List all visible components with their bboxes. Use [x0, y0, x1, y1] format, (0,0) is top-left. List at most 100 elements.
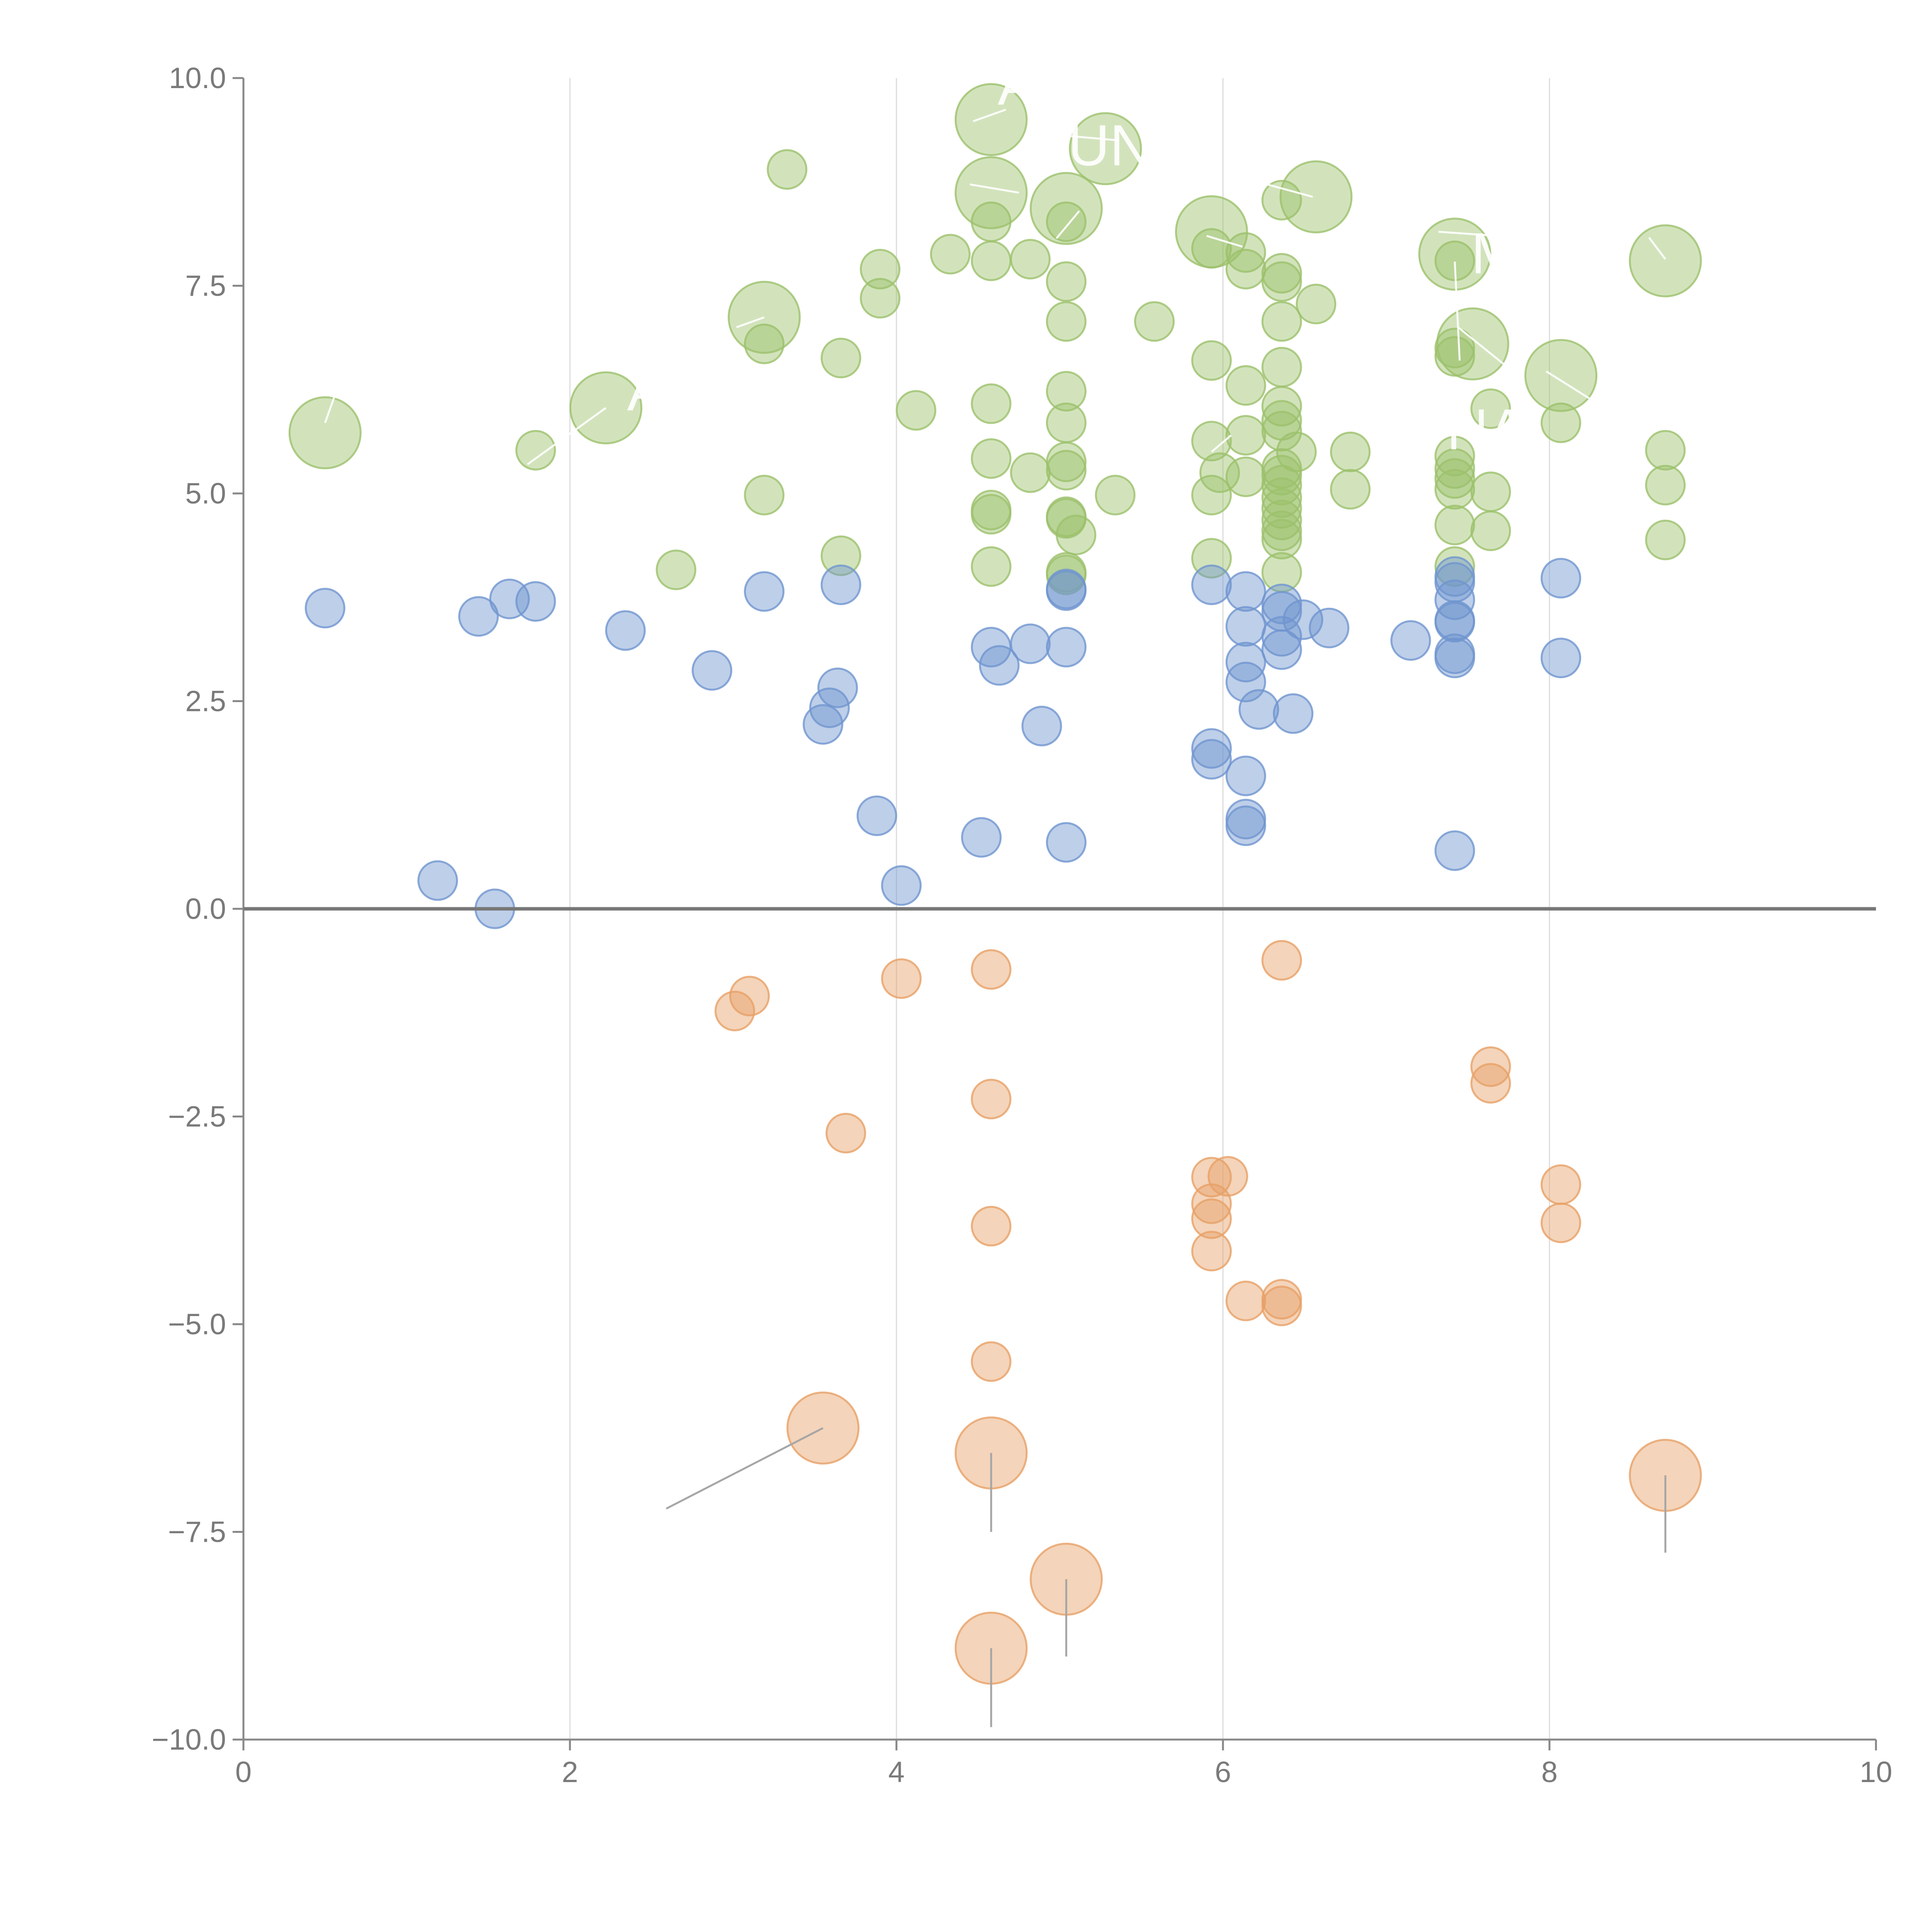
green-bubble	[1046, 450, 1087, 491]
green-bubble	[767, 149, 808, 190]
y-tick-label: −7.5	[168, 1516, 226, 1549]
blue-bubble	[1261, 629, 1302, 670]
green-large-bubble	[1418, 218, 1492, 291]
blue-bubble	[605, 610, 646, 651]
green-bubble	[1225, 415, 1266, 456]
green-bubble	[1010, 452, 1051, 493]
blue-bubble	[1541, 558, 1582, 599]
green-bubble	[1225, 249, 1266, 289]
green-bubble	[1046, 554, 1087, 595]
green-bubble	[1470, 471, 1511, 512]
green-bubble	[1434, 469, 1475, 510]
orange-bubble	[714, 990, 755, 1031]
blue-bubble	[803, 704, 844, 745]
green-bubble	[1261, 519, 1302, 560]
green-bubble	[971, 546, 1012, 587]
blue-bubble	[1225, 755, 1266, 796]
blue-bubble	[1191, 728, 1232, 769]
blue-bubble	[979, 645, 1020, 686]
leader-line	[969, 183, 1019, 194]
leader-line	[1546, 370, 1602, 407]
leader-line	[324, 395, 336, 423]
green-bubble	[1470, 510, 1511, 551]
green-bubble	[1261, 411, 1302, 452]
green-bubble	[971, 383, 1012, 424]
leader-line	[1267, 183, 1313, 198]
blue-bubble	[1225, 571, 1266, 612]
blue-bubble	[692, 650, 733, 691]
leader-line	[736, 316, 765, 328]
green-bubble	[1046, 371, 1087, 412]
blue-bubble	[1046, 627, 1087, 668]
blue-bubble	[1434, 638, 1475, 679]
green-bubble	[1261, 301, 1302, 342]
x-tick-label: 4	[888, 1756, 905, 1789]
green-bubble	[860, 249, 901, 289]
blue-bubble	[1191, 739, 1232, 780]
blue-bubble	[817, 667, 858, 708]
green-bubble	[1645, 465, 1686, 505]
y-tick-label: 7.5	[185, 270, 226, 303]
point-label: UN	[1068, 113, 1152, 178]
x-tick-label: 2	[562, 1756, 578, 1789]
orange-bubble	[1470, 1046, 1511, 1087]
green-bubble	[1541, 402, 1582, 443]
y-tick-label: 0.0	[185, 893, 226, 925]
blue-bubble	[744, 571, 785, 612]
green-bubble	[1225, 456, 1266, 497]
leader-line	[1211, 434, 1232, 453]
green-large-bubble	[1279, 160, 1353, 233]
orange-bubble	[1470, 1063, 1511, 1104]
green-bubble	[1191, 340, 1232, 381]
blue-bubble	[856, 795, 897, 836]
x-tick-label: 10	[1860, 1756, 1893, 1789]
green-bubble	[820, 338, 861, 379]
green-bubble	[1434, 505, 1475, 546]
orange-bubble	[729, 976, 770, 1017]
blue-bubble	[1191, 565, 1232, 605]
blue-bubble	[961, 817, 1002, 858]
bubble-layer	[288, 83, 1702, 1685]
green-bubble	[1434, 546, 1475, 587]
blue-bubble	[1541, 638, 1582, 679]
green-bubble	[1046, 201, 1087, 242]
green-bubble	[1434, 448, 1475, 489]
leader-line	[1457, 327, 1518, 376]
blue-bubble	[1046, 822, 1087, 863]
green-bubble	[1225, 232, 1266, 273]
green-large-bubble	[1029, 172, 1103, 245]
blue-bubble	[458, 596, 499, 637]
blue-bubble	[1010, 623, 1051, 664]
green-large-bubble	[1069, 112, 1142, 185]
green-bubble	[860, 278, 901, 319]
y-tick-label: 10.0	[169, 62, 226, 95]
green-large-bubble	[1175, 195, 1248, 269]
y-tick-label: 5.0	[185, 477, 226, 510]
green-bubble	[1095, 474, 1136, 515]
green-bubble	[1046, 441, 1087, 482]
x-tick-label: 8	[1541, 1756, 1558, 1789]
x-tick-label: 6	[1215, 1756, 1231, 1789]
blue-bubble	[1390, 620, 1431, 661]
blue-bubble	[489, 578, 530, 619]
green-bubble	[744, 474, 785, 515]
blue-bubble	[1225, 606, 1266, 647]
green-bubble	[1296, 284, 1337, 325]
blue-bubble	[820, 565, 861, 605]
green-bubble	[1191, 474, 1232, 515]
green-bubble	[1199, 452, 1240, 493]
blue-bubble	[1225, 662, 1266, 702]
leader-line	[1004, 380, 1047, 388]
y-tick-label: 2.5	[185, 685, 226, 718]
green-large-bubble	[1436, 307, 1509, 381]
orange-bubble	[1208, 1156, 1248, 1197]
y-tick-label: −5.0	[168, 1308, 226, 1341]
green-bubble	[1134, 301, 1175, 342]
blue-bubble	[1434, 579, 1475, 620]
leader-line	[1206, 235, 1243, 248]
green-bubble	[1261, 477, 1302, 518]
leader-line	[1648, 237, 1666, 260]
orange-bubble	[1261, 1286, 1302, 1327]
